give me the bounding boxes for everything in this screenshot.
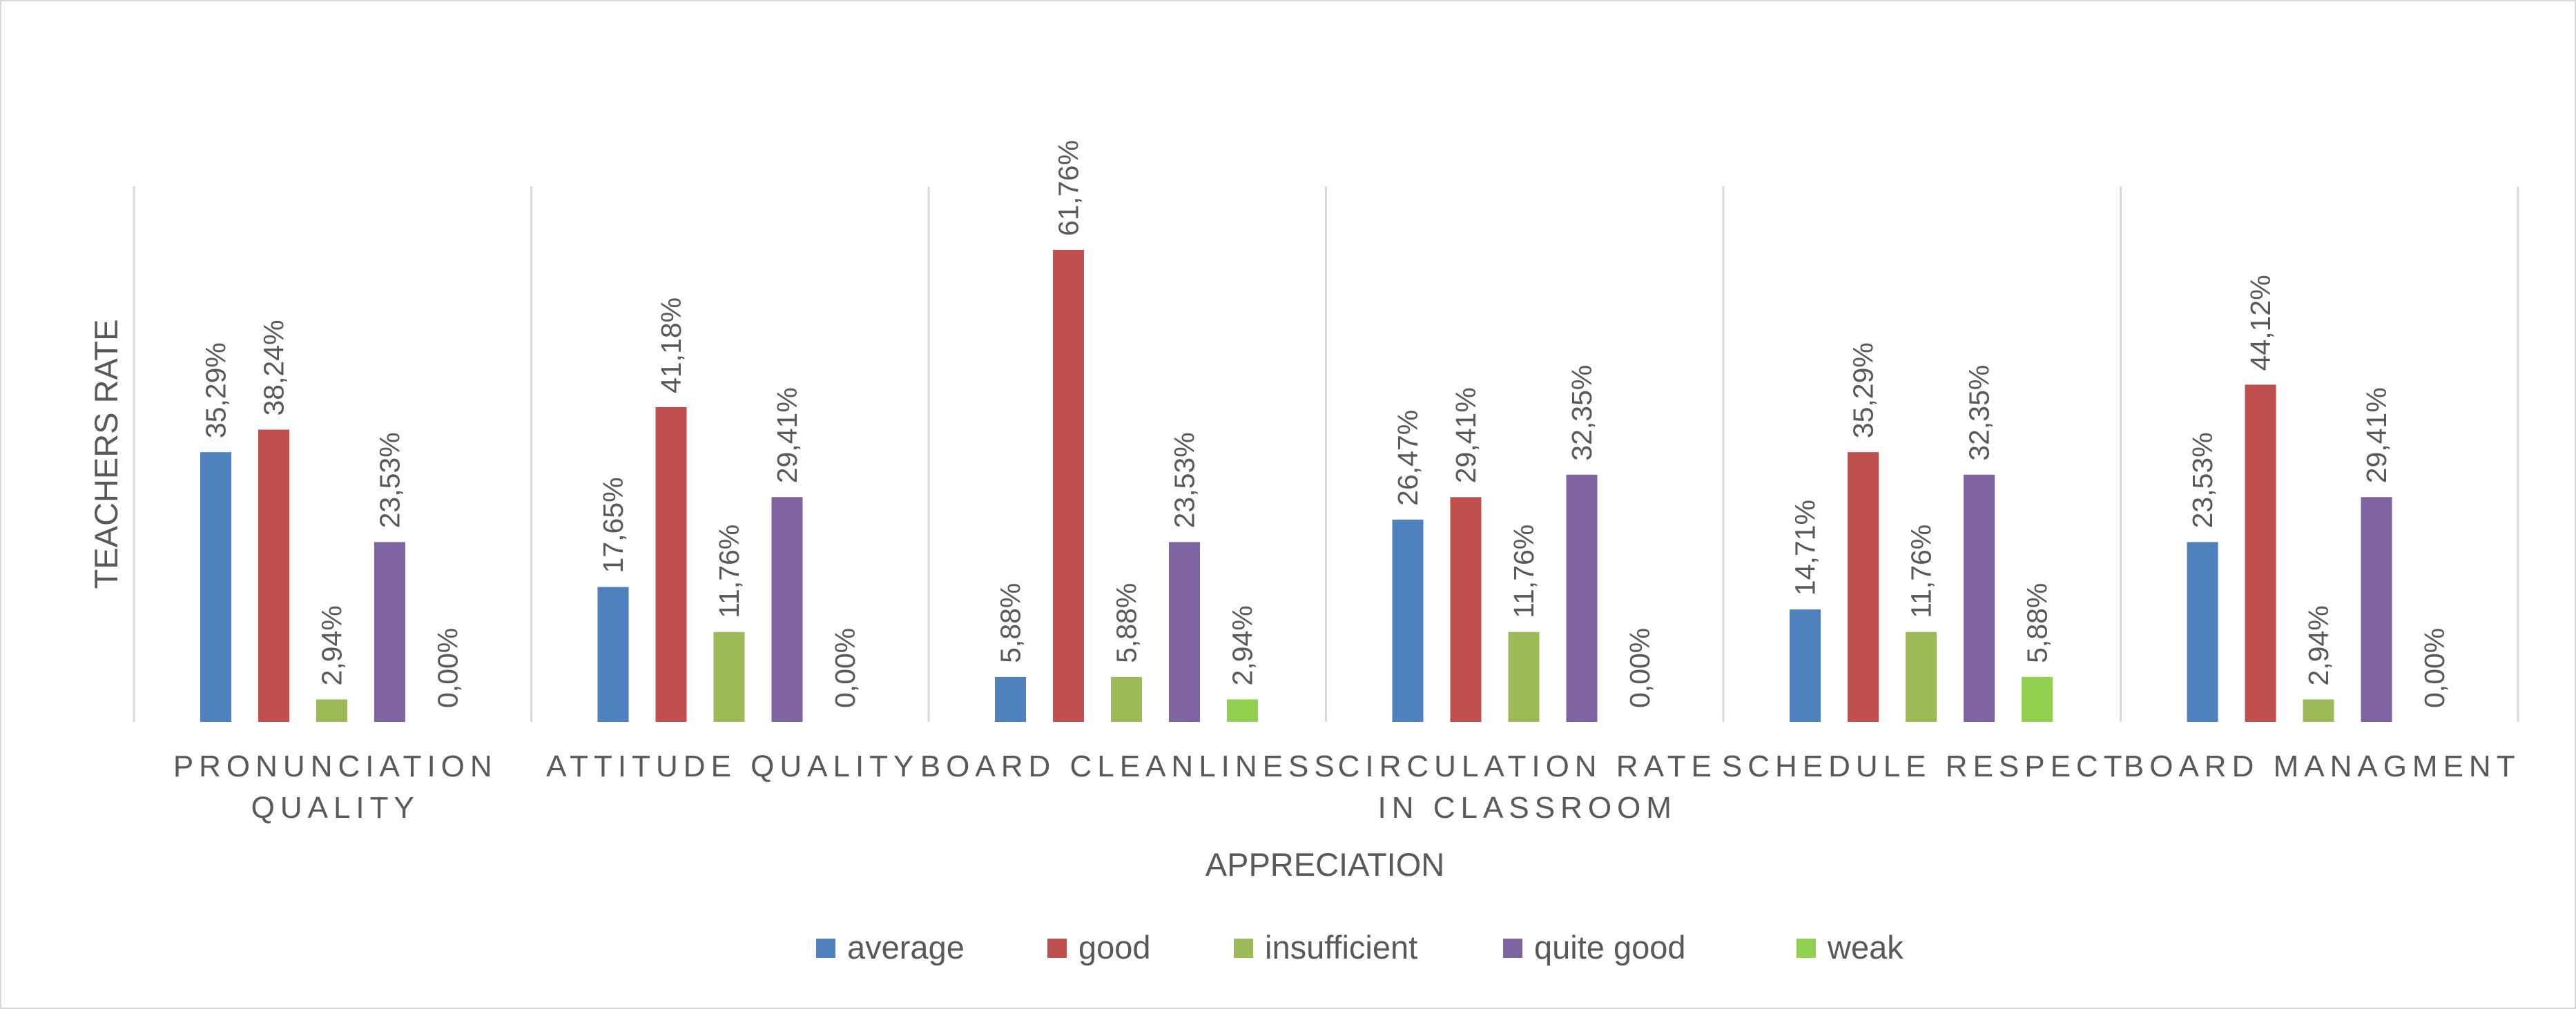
category-label: ATTITUDE QUALITY <box>546 750 919 783</box>
legend-swatch <box>1047 939 1067 958</box>
data-label: 23,53% <box>2187 432 2218 528</box>
bar-good <box>655 406 687 722</box>
bar-good <box>2245 384 2276 722</box>
bar-quite-good <box>1964 474 1995 722</box>
data-label: 23,53% <box>1169 432 1201 528</box>
bar-good <box>1848 452 1879 722</box>
bar-average <box>1392 519 1424 722</box>
bar-weak <box>2022 676 2053 722</box>
bar-average <box>1790 609 1821 722</box>
category-label: BOARD CLEANLINESS <box>920 750 1340 783</box>
data-label: 5,88% <box>995 583 1027 663</box>
bar-insufficient <box>1906 631 1937 722</box>
legend-label: quite good <box>1534 929 1686 966</box>
data-label: 29,41% <box>1450 387 1482 483</box>
bar-good <box>1450 497 1482 722</box>
legend-swatch <box>1503 939 1522 958</box>
data-label: 14,71% <box>1790 500 1821 596</box>
bar-quite-good <box>374 542 405 722</box>
bar-weak <box>1227 699 1258 722</box>
legend-item-average: average <box>816 929 965 966</box>
bar-quite-good <box>771 497 803 722</box>
bar-insufficient <box>316 699 347 722</box>
data-label: 2,94% <box>1227 605 1259 685</box>
data-label: 26,47% <box>1392 410 1424 506</box>
data-label: 38,24% <box>258 320 290 415</box>
data-label: 23,53% <box>374 432 406 528</box>
data-label: 32,35% <box>1964 365 1995 461</box>
legend-label: good <box>1078 929 1151 966</box>
category-label: IN CLASSROOM <box>1378 791 1677 825</box>
data-label: 5,88% <box>1111 583 1143 663</box>
bar-good <box>1053 250 1084 722</box>
y-axis-title: TEACHERS RATE <box>88 320 124 589</box>
legend: average good insufficient quite good weak <box>816 929 1904 966</box>
data-label: 11,76% <box>1906 525 1937 618</box>
data-label: 0,00% <box>2419 628 2450 708</box>
x-axis-title: APPRECIATION <box>1205 846 1444 883</box>
data-label: 29,41% <box>2361 387 2392 483</box>
category-label: SCHEDULE RESPECT <box>1722 750 2128 783</box>
data-label: 44,12% <box>2245 275 2276 371</box>
legend-item-weak: weak <box>1797 929 1904 966</box>
data-label: 41,18% <box>655 297 687 393</box>
category-separators <box>133 186 2519 722</box>
legend-swatch <box>1797 939 1816 958</box>
bar-insufficient <box>713 631 745 722</box>
data-label: 17,65% <box>597 477 629 573</box>
data-label: 2,94% <box>2303 605 2334 685</box>
data-label: 29,41% <box>771 387 803 483</box>
bar-average <box>2187 542 2218 722</box>
bar-insufficient <box>1111 676 1142 722</box>
bar-quite-good <box>2361 497 2392 722</box>
data-label: 0,00% <box>432 628 464 708</box>
bar-average <box>200 452 231 722</box>
data-label: 35,29% <box>200 342 232 438</box>
category-label: QUALITY <box>251 791 420 825</box>
legend-item-good: good <box>1047 929 1151 966</box>
data-label-group: 35,29% 38,24% 2,94% 23,53% 0,00% 17,65% 41,18%… <box>200 140 2451 708</box>
data-label: 11,76% <box>713 525 745 618</box>
legend-label: insufficient <box>1265 929 1417 966</box>
bar-quite-good <box>1566 474 1598 722</box>
data-label: 61,76% <box>1053 140 1085 236</box>
bar-average <box>597 587 629 722</box>
data-label: 5,88% <box>2022 583 2053 663</box>
bar-good <box>258 429 289 722</box>
legend-item-insufficient: insufficient <box>1234 929 1417 966</box>
legend-swatch <box>1234 939 1253 958</box>
data-label: 0,00% <box>829 628 861 708</box>
legend-swatch <box>816 939 835 958</box>
category-label: BOARD MANAGMENT <box>2124 750 2521 783</box>
data-label: 32,35% <box>1566 365 1598 461</box>
data-label: 35,29% <box>1848 342 1879 438</box>
legend-label: weak <box>1827 929 1904 966</box>
bar-quite-good <box>1169 542 1200 722</box>
data-label: 11,76% <box>1508 525 1540 618</box>
bar-insufficient <box>2303 699 2334 722</box>
bar-average <box>995 676 1026 722</box>
legend-item-quite-good: quite good <box>1503 929 1686 966</box>
bar-insufficient <box>1508 631 1540 722</box>
data-label: 2,94% <box>316 605 348 685</box>
legend-label: average <box>847 929 965 966</box>
bar-group <box>200 250 2392 722</box>
category-label: CIRCULATION RATE <box>1338 750 1717 783</box>
category-label: PRONUNCIATION <box>173 750 498 783</box>
data-label: 0,00% <box>1624 628 1656 708</box>
